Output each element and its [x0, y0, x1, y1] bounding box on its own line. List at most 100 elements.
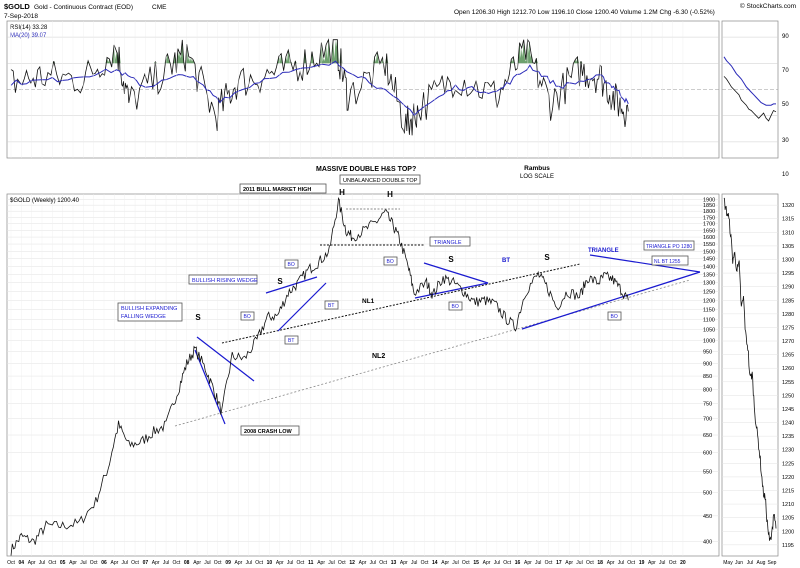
price-y-tick: 500: [703, 491, 712, 497]
price-y-tick: 1350: [703, 272, 715, 278]
x-axis-label: Oct: [338, 560, 346, 566]
price-y-tick: 1750: [703, 215, 715, 221]
price-y-tick: 1300: [703, 281, 715, 287]
rsi-daily-ma-line: [723, 56, 776, 106]
gold-price-line: [10, 197, 629, 556]
rsi-daily-line: [723, 76, 777, 122]
x-axis-label: 11: [308, 560, 314, 566]
x-axis-label: Jul: [163, 560, 169, 566]
triangle-po-box: [643, 240, 695, 251]
rsi-level-70: 70: [782, 68, 789, 74]
daily-y-tick: 1295: [782, 271, 794, 277]
chart-title-annotation: MASSIVE DOUBLE H&S TOP?: [316, 166, 416, 173]
rising-wedge-upper: [265, 276, 318, 294]
x-axis-label: 05: [60, 560, 66, 566]
price-y-tick: 1050: [703, 328, 715, 334]
bull-high-label: 2011 BULL MARKET HIGH: [243, 187, 311, 193]
daily-y-tick: 1215: [782, 488, 794, 494]
price-y-tick: 1600: [703, 235, 715, 241]
x-axis-label: 08: [184, 560, 190, 566]
triangle-1-box: [429, 236, 471, 247]
x-axis-label: Apr: [193, 560, 201, 566]
neckline-1: [221, 263, 581, 344]
daily-y-tick: 1290: [782, 285, 794, 291]
unbalanced-box: [339, 174, 421, 185]
price-y-tick: 900: [703, 362, 712, 368]
x-axis-label: Apr: [276, 560, 284, 566]
rsi-level-labels: 90 70 50 30 10: [782, 34, 789, 178]
unbalanced-label: UNBALANCED DOUBLE TOP: [343, 178, 418, 184]
price-y-tick: 1100: [703, 317, 715, 323]
price-y-tick: 1850: [703, 203, 715, 209]
daily-x-axis-label: Sep: [768, 560, 777, 566]
daily-y-tick: 1280: [782, 312, 794, 318]
x-axis-label: Apr: [607, 560, 615, 566]
daily-y-tick: 1210: [782, 502, 794, 508]
price-y-tick: 550: [703, 470, 712, 476]
x-axis-label: Apr: [235, 560, 243, 566]
price-y-tick: 800: [703, 387, 712, 393]
daily-y-tick: 1315: [782, 217, 794, 223]
daily-y-tick: 1250: [782, 393, 794, 399]
price-y-tick: 1400: [703, 264, 715, 270]
bo-label-2: BO: [288, 262, 295, 268]
daily-x-axis-label: Aug: [757, 560, 766, 566]
bo-box-2: [284, 259, 299, 269]
x-axis-label: Jul: [576, 560, 582, 566]
x-axis-label: Apr: [111, 560, 119, 566]
x-axis-label: Jul: [80, 560, 86, 566]
x-axis-label: 18: [597, 560, 603, 566]
daily-y-tick: 1195: [782, 543, 794, 549]
price-y-tick: 1000: [703, 338, 715, 344]
x-axis-label: Jul: [452, 560, 458, 566]
daily-x-axis-labels: May Jun Jul Aug Sep: [723, 560, 776, 566]
daily-y-tick: 1260: [782, 366, 794, 372]
x-axis-label: Oct: [7, 560, 15, 566]
gold-daily-line: [723, 197, 777, 541]
x-axis-label: Jul: [535, 560, 541, 566]
x-axis-label: Jul: [411, 560, 417, 566]
price-y-tick: 1200: [703, 298, 715, 304]
daily-y-tick: 1245: [782, 407, 794, 413]
rsi-legend: RSI(14) 33.28: [10, 25, 48, 31]
x-axis-label: Oct: [379, 560, 387, 566]
rising-wedge-lower: [277, 282, 327, 332]
price-y-tick: 1650: [703, 228, 715, 234]
price-y-tick: 400: [703, 540, 712, 546]
x-axis-label: Apr: [441, 560, 449, 566]
daily-y-tick: 1285: [782, 298, 794, 304]
x-axis-label: Jul: [328, 560, 334, 566]
bo-box-4: [448, 301, 463, 311]
bo-box-1: [240, 311, 255, 321]
bt-label-1: BT: [288, 338, 294, 344]
x-axis-label: Jul: [618, 560, 624, 566]
triangle-2-lower: [521, 271, 701, 330]
daily-y-tick: 1220: [782, 475, 794, 481]
x-axis-label: Jul: [39, 560, 45, 566]
x-axis-label: 20: [680, 560, 686, 566]
price-legend: $GOLD (Weekly) 1200.40: [10, 198, 80, 204]
x-axis-label: 10: [267, 560, 273, 566]
bull-high-box: [239, 183, 327, 194]
crash-low-box: [240, 425, 300, 436]
price-y-tick: 1800: [703, 209, 715, 215]
exchange-label: CME: [152, 4, 167, 11]
price-y-tick: 1700: [703, 222, 715, 228]
falling-wedge-label-1: BULLISH EXPANDING: [121, 306, 177, 312]
bo-box-5: [607, 311, 622, 321]
price-y-tick: 1500: [703, 249, 715, 255]
nl-bt-box: [651, 255, 689, 266]
x-axis-label: Oct: [627, 560, 635, 566]
x-axis-label: Jul: [246, 560, 252, 566]
x-axis-label: Apr: [524, 560, 532, 566]
x-axis-label: 13: [391, 560, 397, 566]
x-axis-label: 14: [432, 560, 438, 566]
price-y-tick: 850: [703, 374, 712, 380]
daily-y-tick: 1265: [782, 353, 794, 359]
x-axis-label: Oct: [90, 560, 98, 566]
x-axis-label: Oct: [297, 560, 305, 566]
x-axis-label: Oct: [545, 560, 553, 566]
author-annotation: Rambus: [524, 165, 550, 172]
